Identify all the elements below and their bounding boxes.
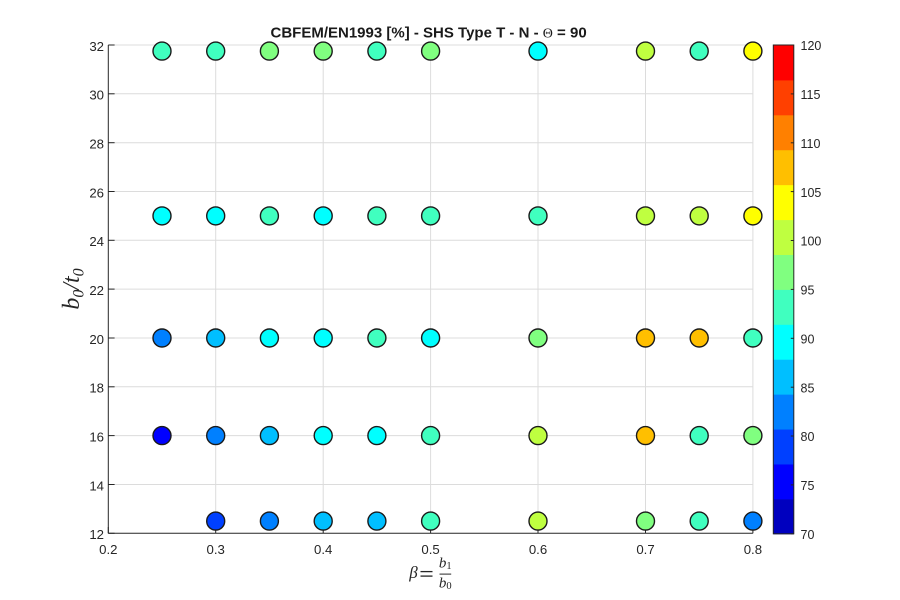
svg-text:70: 70: [801, 528, 815, 542]
svg-text:100: 100: [801, 235, 822, 249]
svg-text:0.7: 0.7: [636, 542, 654, 557]
svg-text:16: 16: [89, 430, 104, 445]
svg-text:24: 24: [89, 234, 104, 249]
svg-text:12: 12: [89, 527, 104, 542]
svg-text:0.8: 0.8: [744, 542, 762, 557]
svg-text:30: 30: [89, 88, 104, 103]
svg-text:80: 80: [801, 430, 815, 444]
svg-text:26: 26: [89, 185, 104, 200]
svg-text:20: 20: [89, 332, 104, 347]
svg-text:28: 28: [89, 137, 104, 152]
svg-text:75: 75: [801, 479, 815, 493]
svg-text:0.5: 0.5: [421, 542, 439, 557]
svg-text:0.2: 0.2: [99, 542, 117, 557]
svg-text:90: 90: [801, 333, 815, 347]
svg-text:95: 95: [801, 284, 815, 298]
svg-text:120: 120: [801, 39, 822, 53]
svg-text:85: 85: [801, 381, 815, 395]
svg-text:14: 14: [89, 478, 104, 493]
svg-text:32: 32: [89, 39, 104, 54]
svg-text:22: 22: [89, 283, 104, 298]
svg-text:0.3: 0.3: [207, 542, 225, 557]
svg-text:115: 115: [801, 88, 821, 102]
svg-text:b0/t0: b0/t0: [59, 268, 87, 309]
svg-text:0.4: 0.4: [314, 542, 332, 557]
svg-text:CBFEM/EN1993 [%] - SHS Type T: CBFEM/EN1993 [%] - SHS Type T - N - Θ = …: [271, 24, 587, 41]
svg-text:0.6: 0.6: [529, 542, 547, 557]
svg-text:18: 18: [89, 381, 104, 396]
svg-text:110: 110: [801, 137, 821, 151]
svg-text:105: 105: [801, 186, 822, 200]
svg-text:β: β: [408, 563, 418, 582]
